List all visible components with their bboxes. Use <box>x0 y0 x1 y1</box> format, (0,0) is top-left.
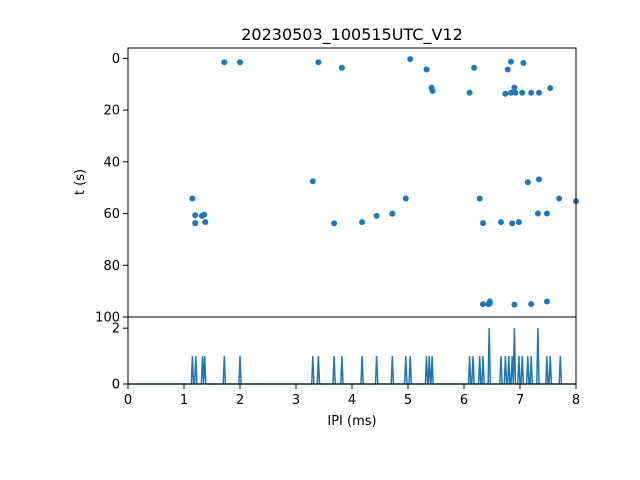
scatter-point <box>201 211 208 218</box>
scatter-point <box>528 89 535 96</box>
scatter-point <box>476 195 483 202</box>
x-tick-label: 0 <box>124 393 132 408</box>
scatter-point <box>511 301 518 308</box>
scatter-point <box>466 89 473 96</box>
scatter-point <box>508 89 514 96</box>
x-tick-label: 5 <box>404 393 412 408</box>
scatter-point <box>389 210 396 217</box>
scatter-point <box>480 301 486 308</box>
y-tick-label: 20 <box>103 104 120 119</box>
scatter-point <box>504 66 511 73</box>
y-axis-label: t (s) <box>73 169 88 195</box>
scatter-point <box>511 84 518 91</box>
x-tick-label: 7 <box>516 393 524 408</box>
histogram-axis-ticks: 0 1 2 3 4 5 6 7 8 0 2 <box>112 322 580 408</box>
scatter-point <box>486 300 493 307</box>
scatter-point <box>407 56 414 63</box>
scatter-point <box>423 66 430 73</box>
scatter-point <box>309 178 316 185</box>
x-tick-label: 3 <box>292 393 300 408</box>
x-tick-label: 6 <box>460 393 468 408</box>
scatter-point <box>520 60 527 66</box>
scatter-point <box>221 59 228 66</box>
histogram-frame <box>127 316 577 385</box>
hist-y-tick-label: 0 <box>112 378 120 393</box>
histogram-plot: 0 1 2 3 4 5 6 7 8 0 2 <box>112 316 580 408</box>
scatter-point <box>556 195 563 202</box>
scatter-point <box>543 298 550 305</box>
scatter-point <box>536 89 542 96</box>
scatter-point <box>519 89 526 96</box>
scatter-point <box>373 212 380 219</box>
scatter-point <box>509 220 516 227</box>
scatter-point <box>359 219 366 226</box>
scatter-point <box>480 220 486 227</box>
y-tick-label: 0 <box>112 52 120 67</box>
scatter-point <box>512 89 519 96</box>
x-tick-label: 1 <box>180 393 188 408</box>
y-tick-label: 40 <box>103 155 120 170</box>
scatter-point <box>192 220 199 227</box>
scatter-point <box>498 219 504 226</box>
hist-y-tick-label: 2 <box>112 322 120 337</box>
x-tick-label: 2 <box>236 393 244 408</box>
scatter-point <box>402 195 409 202</box>
scatter-point <box>338 64 345 71</box>
chart-title: 20230503_100515UTC_V12 <box>241 25 463 45</box>
scatter-point <box>192 212 199 219</box>
scatter-point <box>524 179 531 186</box>
scatter-point <box>429 87 436 94</box>
scatter-point <box>528 301 535 308</box>
y-tick-label: 60 <box>103 207 120 222</box>
scatter-point <box>543 210 550 217</box>
y-tick-label: 80 <box>103 259 120 274</box>
scatter-point <box>315 59 322 66</box>
y-axis-ticks: 0 20 40 60 80 100 <box>95 52 128 326</box>
y-tick-label: 100 <box>95 311 120 326</box>
scatter-point <box>534 210 541 217</box>
scatter-point <box>202 219 209 226</box>
scatter-point <box>536 176 542 183</box>
scatter-plot: 0 20 40 60 80 100 <box>95 47 579 326</box>
scatter-point <box>331 220 338 227</box>
scatter-point <box>508 58 514 65</box>
x-tick-label: 8 <box>572 393 580 408</box>
scatter-point <box>237 59 243 66</box>
x-tick-label: 4 <box>348 393 356 408</box>
x-axis-label: IPI (ms) <box>327 414 376 429</box>
scatter-points <box>189 56 579 308</box>
scatter-point <box>547 85 554 92</box>
scatter-point <box>502 90 509 97</box>
scatter-point <box>189 195 196 202</box>
scatter-point <box>471 64 478 71</box>
scatter-point <box>515 219 522 226</box>
